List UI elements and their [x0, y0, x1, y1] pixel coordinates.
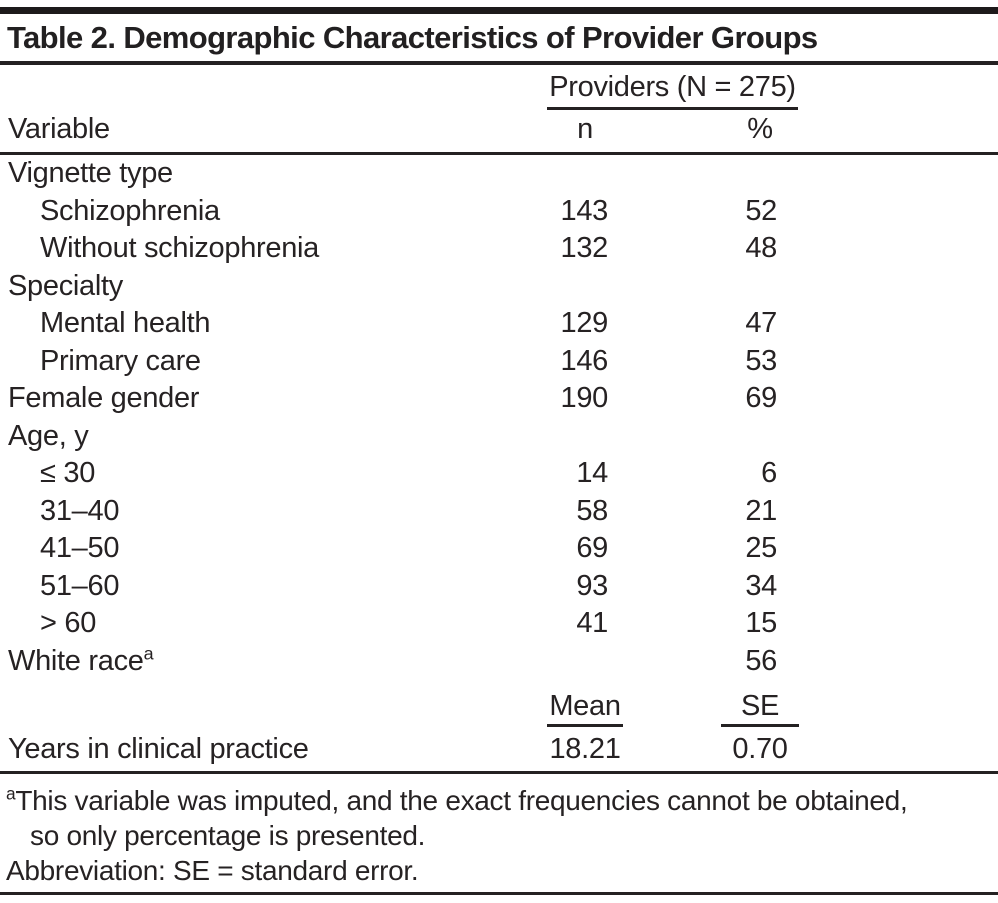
row-label: Schizophrenia [40, 194, 220, 227]
title-rule [0, 61, 998, 65]
row-pct-value: 48 [745, 232, 777, 265]
column-header-row: Variable n % [0, 110, 998, 148]
row-pct-value: 53 [745, 344, 777, 377]
footnote-a-line1: aThis variable was imputed, and the exac… [6, 783, 998, 818]
se-value: 0.70 [732, 732, 788, 765]
pct-column-header: % [747, 113, 773, 145]
mean-value: 18.21 [549, 732, 621, 765]
row-n-value: 132 [560, 232, 609, 265]
stats-row: Years in clinical practice 18.21 0.70 [0, 727, 998, 771]
column-spanner: Providers (N = 275) [520, 71, 825, 110]
row-label: Primary care [40, 344, 201, 377]
n-column-header: n [577, 113, 593, 145]
row-pct-value: 69 [745, 382, 777, 415]
se-header-label: SE [721, 691, 799, 727]
row-n-value: 143 [560, 194, 609, 227]
mean-header-label: Mean [547, 691, 623, 727]
row-label: 31–40 [40, 494, 120, 527]
stats-row-label: Years in clinical practice [8, 732, 309, 765]
row-label: 41–50 [40, 532, 120, 565]
table-row: Female gender 190 69 [0, 380, 998, 418]
table-row: Vignette type [0, 155, 998, 193]
row-pct-value: 47 [745, 307, 777, 340]
row-pct-value: 6 [761, 457, 777, 490]
table-body: Vignette type Schizophrenia 143 52 Witho… [0, 155, 998, 680]
row-label: Mental health [40, 307, 211, 340]
column-gap [650, 146, 695, 148]
stats-header-row: Mean SE [0, 680, 998, 727]
table-row: 51–60 93 34 [0, 568, 998, 606]
spanner-label: Providers (N = 275) [547, 71, 798, 110]
column-margin [825, 146, 998, 148]
row-label: Specialty [8, 269, 123, 302]
abbreviation-note: Abbreviation: SE = standard error. [6, 855, 419, 886]
table-row: 31–40 58 21 [0, 493, 998, 531]
row-pct-value: 25 [745, 532, 777, 565]
table-title: Table 2. Demographic Characteristics of … [7, 20, 818, 55]
row-label: > 60 [40, 607, 97, 640]
row-n-value: 69 [576, 532, 608, 565]
row-n-value: 41 [576, 607, 608, 640]
mean-column-header: Mean [520, 690, 650, 727]
table-row: Primary care 146 53 [0, 343, 998, 381]
row-label: ≤ 30 [40, 457, 96, 490]
se-column-header: SE [695, 690, 825, 727]
table-row: Without schizophrenia 132 48 [0, 230, 998, 268]
row-label: 51–60 [40, 569, 120, 602]
row-pct-value: 52 [745, 194, 777, 227]
row-pct-value: 21 [745, 494, 777, 527]
row-pct-value: 15 [745, 607, 777, 640]
table-row: ≤ 30 14 6 [0, 455, 998, 493]
row-n-value: 129 [560, 307, 609, 340]
header-rule [0, 152, 998, 155]
bottom-rule [0, 892, 998, 895]
footnote-a-line2: so only percentage is presented. [30, 820, 426, 851]
variable-column-header: Variable [8, 113, 110, 145]
row-label: White racea [8, 643, 154, 677]
table-top-bar [0, 7, 998, 14]
body-bottom-rule [0, 771, 998, 774]
footnote-a-marker: a [6, 783, 16, 804]
row-label: Age, y [8, 419, 89, 452]
row-n-value: 58 [576, 494, 608, 527]
row-n-value: 93 [576, 569, 608, 602]
row-label: Female gender [8, 382, 200, 415]
row-n-value: 190 [560, 382, 609, 415]
table-row: > 60 41 15 [0, 605, 998, 643]
row-label: Without schizophrenia [40, 232, 320, 265]
table-row: 41–50 69 25 [0, 530, 998, 568]
table-row: Age, y [0, 418, 998, 456]
footnote-a-text: This variable was imputed, and the exact… [15, 785, 908, 816]
row-n-value: 146 [560, 344, 609, 377]
row-n-value: 14 [576, 457, 608, 490]
table-row: Schizophrenia 143 52 [0, 193, 998, 231]
row-label: Vignette type [8, 157, 173, 190]
footnotes: aThis variable was imputed, and the exac… [0, 783, 998, 888]
table-row: Mental health 129 47 [0, 305, 998, 343]
spanner-row: Providers (N = 275) [0, 65, 998, 110]
table-row: Specialty [0, 268, 998, 306]
row-pct-value: 34 [745, 569, 777, 602]
table-row: White racea 56 [0, 643, 998, 681]
row-pct-value: 56 [745, 644, 777, 677]
